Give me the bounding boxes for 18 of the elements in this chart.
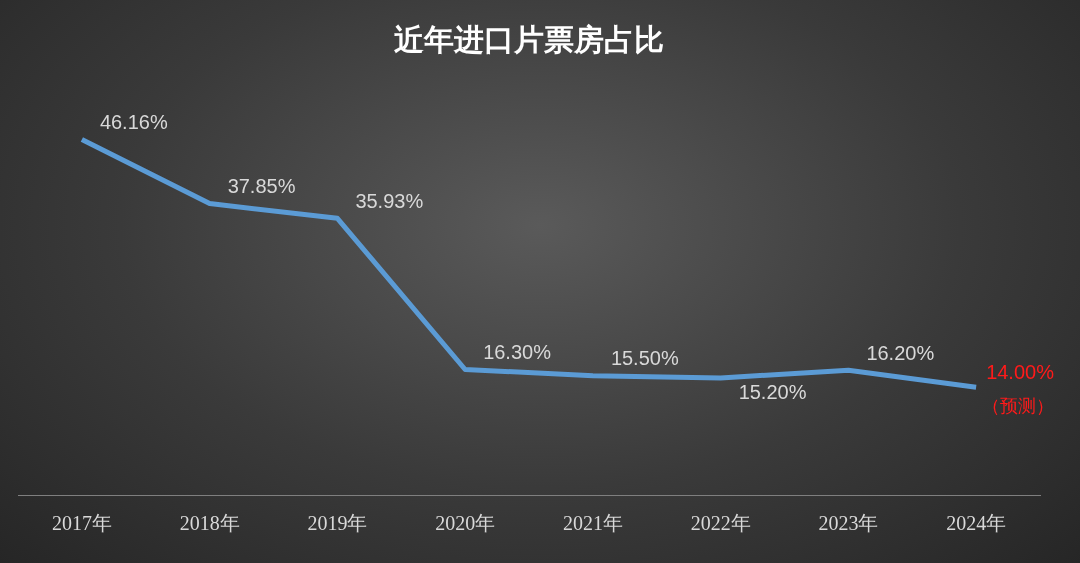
x-tick-label: 2024年 (946, 512, 1007, 535)
x-tick-label: 2020年 (435, 512, 496, 535)
x-tick-label: 2023年 (818, 512, 879, 535)
chart-title: 近年进口片票房占比 (394, 21, 664, 57)
annotation: （预测） (982, 394, 1055, 416)
data-label: 14.00% (986, 360, 1055, 383)
data-label: 15.50% (610, 347, 679, 370)
x-tick-label: 2018年 (179, 512, 240, 535)
data-label: 15.20% (738, 381, 807, 404)
data-label: 46.16% (99, 111, 168, 134)
x-tick-label: 2022年 (690, 512, 751, 535)
data-label: 37.85% (227, 175, 296, 198)
data-label: 16.30% (483, 341, 552, 364)
x-tick-label: 2017年 (51, 512, 112, 535)
data-label: 35.93% (355, 189, 424, 212)
x-tick-label: 2019年 (307, 512, 368, 535)
x-tick-label: 2021年 (562, 512, 623, 535)
data-label: 16.20% (866, 341, 935, 364)
